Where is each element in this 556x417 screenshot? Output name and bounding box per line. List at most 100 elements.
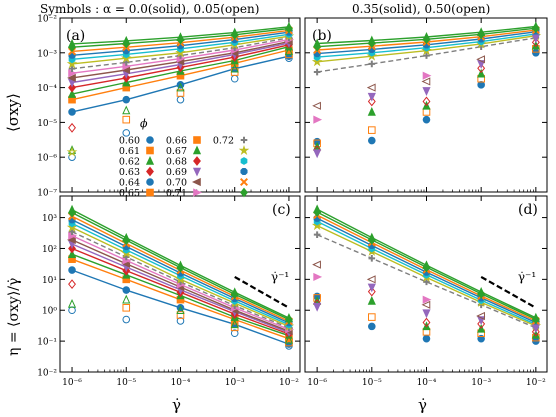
y-tick-label: 10⁻¹ bbox=[37, 338, 57, 348]
scatter-point bbox=[477, 63, 486, 74]
open-data-point bbox=[176, 311, 185, 319]
scatter-point bbox=[367, 96, 376, 107]
legend-marker bbox=[240, 136, 248, 144]
legend-label: 0.71 bbox=[166, 188, 187, 199]
scatter-point bbox=[313, 272, 323, 281]
scatter-point bbox=[422, 87, 431, 96]
legend-marker bbox=[193, 156, 201, 166]
scatter-point bbox=[367, 283, 376, 293]
panel-label-c: (c) bbox=[272, 202, 291, 218]
x-tick-label: 10⁻⁵ bbox=[116, 378, 136, 388]
legend-label: 0.69 bbox=[166, 167, 187, 178]
scatter-point bbox=[532, 49, 540, 57]
data-point bbox=[531, 312, 540, 322]
legend-marker bbox=[192, 145, 202, 155]
scatter-point bbox=[368, 136, 376, 145]
data-point bbox=[68, 266, 76, 274]
legend-label: 0.70 bbox=[166, 178, 187, 189]
legend-label: 0.66 bbox=[166, 136, 187, 147]
data-point bbox=[422, 31, 431, 41]
open-data-point bbox=[68, 306, 76, 315]
data-point bbox=[230, 27, 239, 37]
data-point bbox=[367, 35, 376, 45]
open-data-point bbox=[176, 82, 185, 92]
open-data-point bbox=[122, 129, 131, 137]
scatter-point bbox=[531, 326, 540, 337]
data-point bbox=[67, 235, 76, 244]
slope-label: γ̇⁻¹ bbox=[518, 270, 536, 284]
y-tick-label: 10⁻⁷ bbox=[37, 189, 57, 199]
data-point bbox=[67, 204, 77, 214]
scatter-point bbox=[368, 126, 376, 134]
legend-label: 0.67 bbox=[166, 146, 187, 157]
data-point bbox=[368, 60, 376, 68]
scatter-point bbox=[313, 302, 322, 312]
y-tick-label: 10¹ bbox=[42, 276, 57, 286]
data-point bbox=[423, 52, 430, 59]
data-point bbox=[284, 313, 294, 322]
legend-marker bbox=[146, 146, 154, 155]
open-data-point bbox=[122, 115, 131, 124]
bottom-y-axis-label: η = ⟨σxy⟩/γ̇ bbox=[6, 278, 22, 356]
legend-marker bbox=[146, 188, 154, 197]
scatter-point bbox=[531, 324, 540, 334]
scatter-point bbox=[422, 295, 432, 304]
header-left: Symbols : α = 0.0(solid), 0.05(open) bbox=[40, 2, 259, 16]
scatter-point bbox=[477, 81, 485, 89]
data-point bbox=[477, 286, 486, 296]
legend-label: 0.63 bbox=[119, 167, 140, 178]
scatter-point bbox=[477, 319, 486, 329]
open-data-point bbox=[176, 95, 185, 104]
series-line bbox=[71, 37, 290, 70]
data-point bbox=[66, 58, 78, 69]
open-data-point bbox=[66, 146, 78, 157]
legend: 0.600.610.620.630.640.65 0.660.670.680.69… bbox=[119, 136, 250, 199]
panel-label-a: (a) bbox=[66, 28, 85, 44]
panel-c-series bbox=[66, 204, 295, 350]
legend-label: 0.72 bbox=[213, 136, 234, 147]
data-point bbox=[67, 73, 76, 82]
scatter-point bbox=[422, 108, 431, 116]
legend-label: 0.61 bbox=[119, 146, 140, 157]
scatter-point bbox=[312, 101, 321, 110]
open-data-point bbox=[230, 319, 239, 329]
legend-label: 0.68 bbox=[166, 157, 187, 168]
legend-marker bbox=[193, 136, 201, 144]
scatter-point bbox=[476, 55, 485, 64]
scatter-point bbox=[367, 92, 376, 102]
legend-marker bbox=[240, 157, 248, 165]
data-point bbox=[311, 56, 323, 67]
scatter-point bbox=[367, 286, 376, 297]
data-point bbox=[313, 68, 321, 76]
scatter-point bbox=[422, 317, 431, 328]
scatter-point bbox=[422, 71, 432, 80]
scatter-point bbox=[368, 313, 376, 321]
header-right: 0.35(solid), 0.50(open) bbox=[352, 2, 490, 16]
legend-marker bbox=[240, 167, 248, 176]
legend-marker bbox=[239, 177, 249, 187]
x-tick-label: 10⁻⁶ bbox=[62, 378, 82, 388]
scatter-point bbox=[531, 40, 540, 50]
open-data-point bbox=[67, 298, 77, 308]
scatter-point bbox=[312, 260, 321, 269]
open-data-point bbox=[122, 315, 131, 324]
data-point bbox=[176, 260, 185, 270]
open-data-point bbox=[176, 305, 185, 315]
data-point bbox=[67, 38, 77, 48]
x-axis-label-right: γ̇ bbox=[418, 396, 427, 414]
data-point bbox=[68, 108, 76, 116]
x-tick-label: 10⁻² bbox=[279, 378, 299, 388]
data-point bbox=[531, 21, 540, 31]
scatter-point bbox=[421, 77, 431, 86]
panel-label-d: (d) bbox=[518, 202, 538, 218]
open-data-point bbox=[68, 122, 76, 133]
legend-label: 0.64 bbox=[119, 178, 140, 189]
legend-marker bbox=[145, 156, 155, 165]
legend-marker bbox=[192, 177, 201, 187]
data-point bbox=[368, 255, 376, 262]
legend-label: 0.62 bbox=[119, 157, 140, 168]
x-tick-label: 10⁻⁴ bbox=[417, 378, 437, 388]
panel-d-series bbox=[311, 204, 542, 345]
y-tick-label: 10⁻⁵ bbox=[37, 119, 57, 129]
scatter-point bbox=[531, 37, 540, 48]
